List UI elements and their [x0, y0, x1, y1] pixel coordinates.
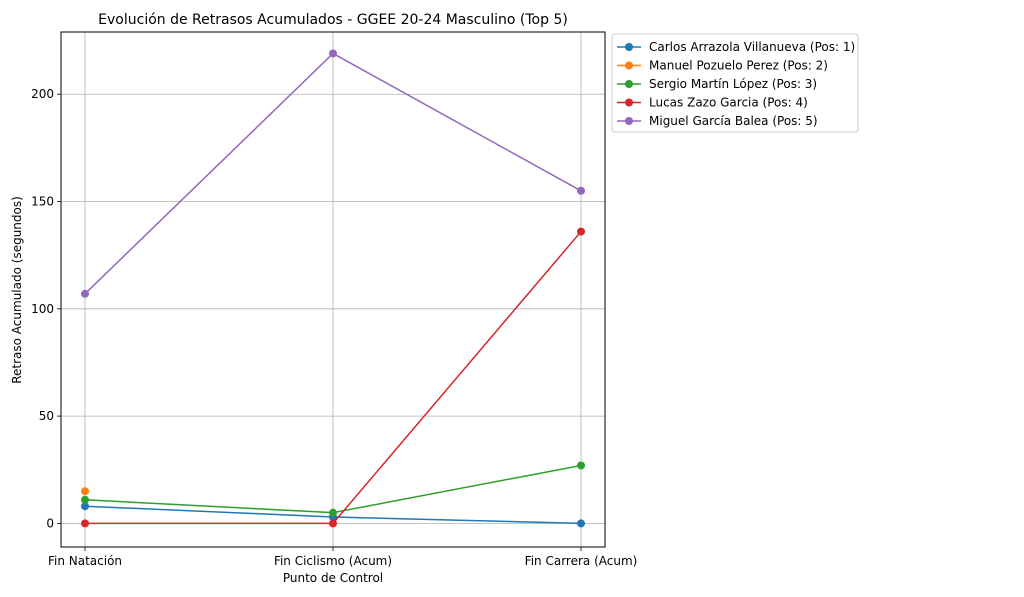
x-axis-ticks: Fin Natación Fin Ciclismo (Acum) Fin Carre…	[48, 547, 637, 568]
legend-entry: Carlos Arrazola Villanueva (Pos: 1)	[617, 40, 855, 54]
data-point	[81, 495, 89, 504]
legend-marker	[625, 98, 633, 107]
legend-entry: Miguel García Balea (Pos: 5)	[617, 114, 818, 128]
series-layer	[81, 49, 585, 528]
x-tick-label: Fin Ciclismo (Acum)	[274, 554, 392, 568]
data-point	[577, 519, 585, 528]
legend-label: Lucas Zazo Garcia (Pos: 4)	[649, 96, 808, 110]
legend-marker	[625, 117, 633, 125]
grid	[61, 32, 605, 547]
data-point	[577, 186, 585, 195]
series-5	[81, 49, 585, 298]
x-tick-label: Fin Natación	[48, 554, 122, 568]
y-tick-label: 100	[31, 302, 54, 316]
y-tick-label: 50	[39, 409, 54, 423]
data-point	[329, 49, 337, 58]
y-axis-ticks: 0 50 100 150 200	[31, 87, 61, 530]
legend-marker	[625, 80, 633, 88]
legend-marker	[625, 43, 633, 51]
chart-title: Evolución de Retrasos Acumulados - GGEE …	[98, 12, 568, 28]
y-tick-label: 200	[31, 87, 54, 101]
data-point	[81, 519, 89, 528]
legend-label: Miguel García Balea (Pos: 5)	[649, 114, 818, 128]
x-tick-label: Fin Carrera (Acum)	[525, 554, 638, 568]
legend-marker	[625, 61, 633, 70]
legend-entry: Manuel Pozuelo Perez (Pos: 2)	[617, 59, 828, 73]
legend-entry: Sergio Martín López (Pos: 3)	[617, 77, 817, 91]
y-axis-label: Retraso Acumulado (segundos)	[10, 196, 24, 384]
data-point	[577, 461, 585, 470]
legend: Carlos Arrazola Villanueva (Pos: 1) Manue…	[611, 33, 859, 133]
legend-frame	[611, 33, 859, 133]
legend-entry: Lucas Zazo Garcia (Pos: 4)	[617, 96, 808, 110]
data-point	[81, 502, 89, 511]
data-point	[81, 289, 89, 298]
data-point	[329, 508, 337, 517]
x-axis-label: Punto de Control	[283, 571, 383, 585]
series-3	[81, 461, 585, 517]
series-2	[81, 487, 89, 496]
series-4	[81, 227, 585, 528]
legend-label: Sergio Martín López (Pos: 3)	[649, 77, 817, 91]
data-point	[81, 487, 89, 496]
data-point	[577, 227, 585, 236]
data-point	[329, 519, 337, 528]
legend-label: Manuel Pozuelo Perez (Pos: 2)	[649, 59, 828, 73]
legend-label: Carlos Arrazola Villanueva (Pos: 1)	[649, 40, 855, 54]
y-tick-label: 0	[46, 516, 54, 530]
y-tick-label: 150	[31, 195, 54, 209]
